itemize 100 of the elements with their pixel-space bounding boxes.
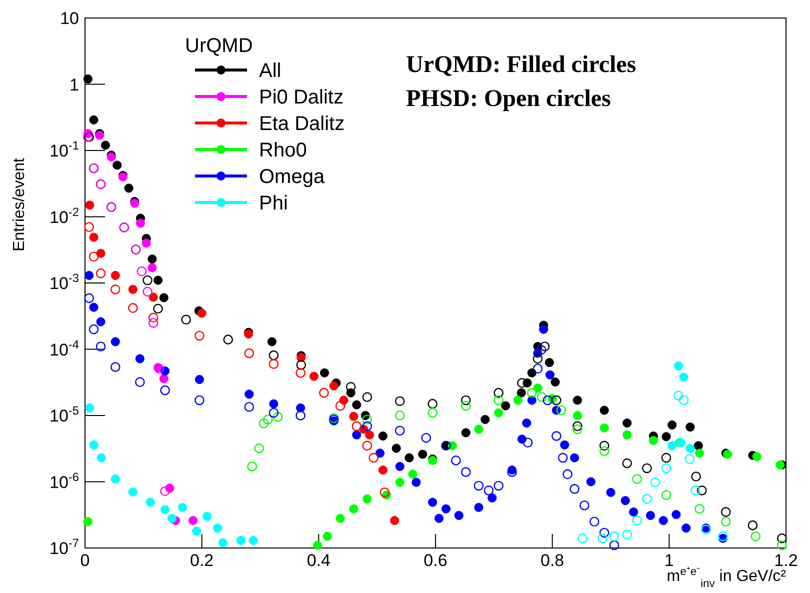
annotation: UrQMD: Filled circles — [406, 52, 636, 78]
point — [777, 533, 787, 544]
point — [296, 368, 306, 378]
point — [461, 428, 470, 438]
point — [599, 528, 610, 538]
point — [454, 510, 464, 520]
x-tick-label: 0.6 — [424, 551, 448, 570]
point — [622, 418, 632, 428]
point — [674, 390, 684, 400]
point — [110, 337, 120, 346]
point — [428, 498, 438, 507]
point — [622, 530, 632, 540]
point — [522, 418, 532, 428]
y-tick-label: 10$^{-6}$ — [50, 470, 80, 492]
point — [213, 524, 222, 533]
point — [532, 354, 543, 364]
legend-label: All — [259, 60, 282, 82]
point — [686, 444, 695, 453]
point — [720, 516, 731, 527]
point — [160, 505, 170, 514]
point — [84, 270, 94, 280]
point — [84, 222, 94, 232]
legend-title: UrQMD — [185, 35, 253, 57]
point — [247, 462, 257, 472]
point — [394, 396, 405, 406]
point — [362, 494, 372, 504]
point — [84, 293, 94, 304]
point — [599, 440, 610, 451]
point — [668, 420, 677, 430]
point — [658, 516, 668, 526]
point — [194, 330, 204, 341]
point — [536, 392, 547, 402]
point — [244, 390, 254, 399]
point — [96, 342, 106, 352]
point — [661, 463, 672, 474]
point — [96, 317, 106, 326]
point — [349, 412, 358, 421]
point — [368, 452, 378, 463]
point — [258, 418, 269, 428]
legend-label: Rho0 — [259, 140, 307, 162]
point — [85, 403, 94, 412]
point — [329, 381, 338, 390]
x-tick-label: 0.2 — [190, 551, 214, 570]
point — [336, 514, 345, 523]
point — [632, 474, 642, 484]
point — [148, 318, 158, 328]
point — [153, 276, 163, 285]
point — [533, 383, 542, 393]
point — [218, 538, 228, 548]
y-tick-label: 10$^{-7}$ — [50, 536, 80, 558]
point — [434, 514, 444, 523]
point — [135, 377, 145, 387]
y-tick-label: 10$^{-1}$ — [50, 138, 80, 160]
point — [128, 487, 138, 497]
point — [532, 364, 543, 374]
point — [89, 440, 98, 450]
point — [394, 426, 405, 436]
point — [96, 453, 106, 462]
point — [674, 361, 684, 370]
point — [494, 480, 504, 491]
point — [395, 462, 404, 472]
point — [474, 480, 484, 491]
point — [223, 334, 234, 344]
point — [428, 398, 438, 409]
point — [451, 456, 461, 466]
point — [268, 408, 279, 418]
point — [686, 422, 695, 432]
point — [750, 531, 761, 542]
point — [598, 533, 608, 544]
point — [89, 232, 98, 242]
point — [390, 516, 400, 526]
point — [494, 395, 504, 406]
point — [269, 399, 278, 408]
point — [558, 452, 568, 463]
point — [194, 395, 204, 406]
point — [375, 448, 385, 458]
point — [322, 532, 332, 541]
point — [254, 443, 264, 454]
point — [362, 414, 372, 424]
legend-label: Eta Dalitz — [259, 113, 345, 135]
point — [202, 512, 212, 521]
x-tick-label: 0.8 — [540, 551, 564, 570]
point — [272, 412, 283, 422]
point — [421, 432, 432, 443]
point — [160, 486, 170, 496]
y-axis-title: Entries/event — [11, 157, 28, 252]
point — [480, 414, 490, 424]
point — [550, 377, 560, 387]
point — [650, 477, 660, 488]
point — [586, 477, 596, 486]
point — [720, 507, 731, 517]
point — [572, 410, 582, 420]
point — [88, 252, 99, 262]
point — [501, 401, 510, 410]
point — [110, 362, 120, 372]
point — [128, 284, 138, 294]
point — [620, 496, 630, 506]
point — [178, 502, 188, 512]
point — [181, 314, 191, 325]
point — [539, 324, 548, 334]
